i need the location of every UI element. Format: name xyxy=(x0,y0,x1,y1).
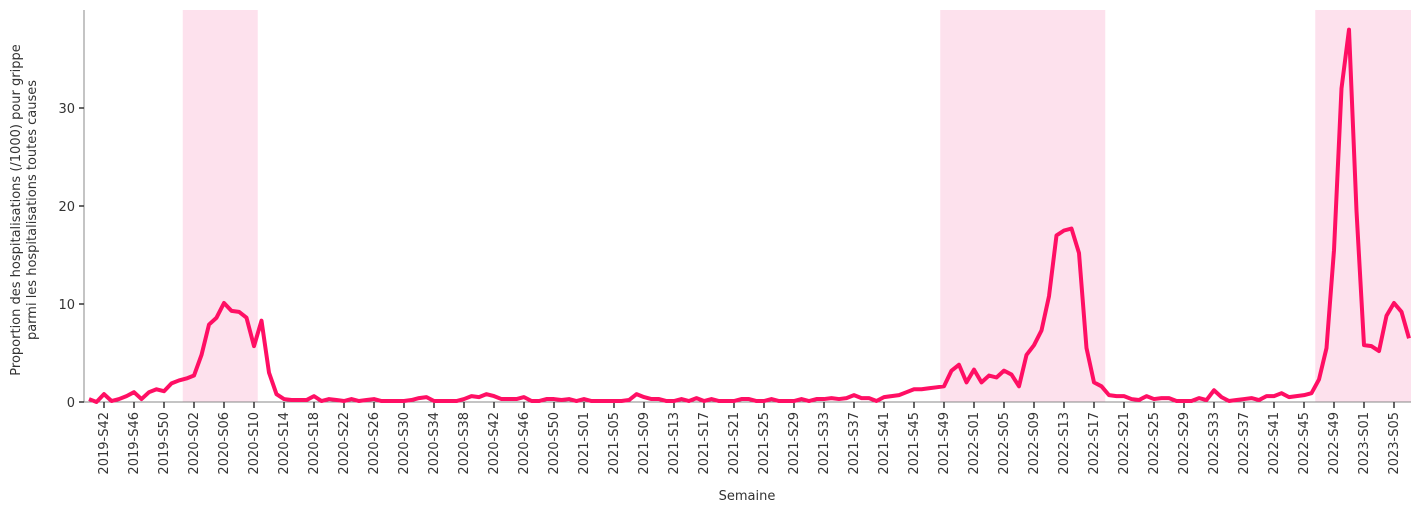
x-tick-label: 2020-S26 xyxy=(367,412,382,475)
x-tick-label: 2021-S37 xyxy=(847,412,862,475)
x-tick-label: 2022-S49 xyxy=(1327,412,1342,475)
x-tick-label: 2022-S45 xyxy=(1297,412,1312,475)
x-tick-label: 2020-S34 xyxy=(427,412,442,475)
x-tick-label: 2020-S38 xyxy=(457,412,472,475)
x-tick-label: 2020-S46 xyxy=(517,412,532,475)
x-tick-label: 2021-S45 xyxy=(907,412,922,475)
x-tick-label: 2020-S10 xyxy=(247,412,262,475)
x-tick-label: 2022-S29 xyxy=(1177,412,1192,475)
x-tick-label: 2022-S05 xyxy=(997,412,1012,475)
x-tick-label: 2019-S46 xyxy=(127,412,142,475)
x-tick-label: 2022-S17 xyxy=(1087,412,1102,475)
highlight-band xyxy=(182,10,258,402)
x-tick-label: 2020-S14 xyxy=(277,412,292,475)
x-tick-label: 2020-S42 xyxy=(487,412,502,475)
x-tick-label: 2023-S01 xyxy=(1357,412,1372,475)
x-tick-label: 2022-S01 xyxy=(967,412,982,475)
x-tick-label: 2022-S33 xyxy=(1207,412,1222,475)
y-tick-label: 10 xyxy=(58,298,75,313)
y-axis-label: Proportion des hospitalisations (/1000) … xyxy=(9,44,24,375)
x-tick-label: 2021-S33 xyxy=(817,412,832,475)
y-tick-label: 20 xyxy=(58,200,75,215)
x-tick-label: 2021-S05 xyxy=(607,412,622,475)
x-tick-label: 2022-S09 xyxy=(1027,412,1042,475)
x-tick-label: 2020-S30 xyxy=(397,412,412,475)
x-tick-label: 2022-S37 xyxy=(1237,412,1252,475)
x-tick-label: 2021-S41 xyxy=(877,412,892,475)
x-tick-label: 2021-S21 xyxy=(727,412,742,475)
x-tick-label: 2021-S25 xyxy=(757,412,772,475)
x-tick-label: 2022-S13 xyxy=(1057,412,1072,475)
data-line xyxy=(88,27,1411,404)
x-tick-label: 2021-S29 xyxy=(787,412,802,475)
x-tick-label: 2022-S21 xyxy=(1117,412,1132,475)
x-tick-label: 2020-S50 xyxy=(547,412,562,475)
highlight-band xyxy=(940,10,1106,402)
x-tick-label: 2021-S17 xyxy=(697,412,712,475)
x-tick-label: 2022-S25 xyxy=(1147,412,1162,475)
x-tick-label: 2020-S22 xyxy=(337,412,352,475)
y-axis-label: parmi les hospitalisations toutes causes xyxy=(25,80,40,340)
x-tick-label: 2022-S41 xyxy=(1267,412,1282,475)
x-tick-label: 2021-S01 xyxy=(577,412,592,475)
plot-layer: 0 10 20 30 2019-S42 2019-S46 2019-S50 2020-S02 2… xyxy=(58,10,1411,475)
x-tick-label: 2023-S05 xyxy=(1387,412,1402,475)
x-tick-label: 2020-S18 xyxy=(307,412,322,475)
x-tick-label: 2020-S02 xyxy=(187,412,202,475)
y-tick-label: 30 xyxy=(58,102,75,117)
y-tick-label: 0 xyxy=(67,396,75,411)
x-tick-label: 2020-S06 xyxy=(217,412,232,475)
x-tick-label: 2019-S42 xyxy=(97,412,112,475)
x-tick-label: 2021-S09 xyxy=(637,412,652,475)
x-tick-label: 2021-S13 xyxy=(667,412,682,475)
x-tick-label: 2021-S49 xyxy=(937,412,952,475)
x-tick-label: 2019-S50 xyxy=(157,412,172,475)
x-axis-label: Semaine xyxy=(719,489,776,504)
highlight-layer xyxy=(182,10,1411,402)
